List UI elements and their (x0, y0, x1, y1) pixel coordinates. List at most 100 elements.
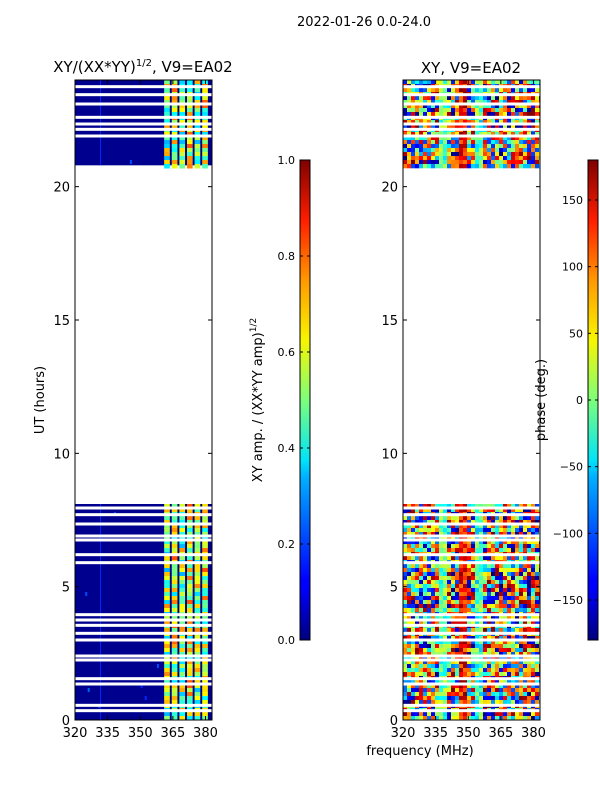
heatmap-cell (499, 124, 504, 129)
heatmap-cell (523, 684, 528, 689)
heatmap-cell (467, 712, 472, 717)
heatmap-cell (194, 600, 201, 605)
heatmap-cell (435, 104, 440, 109)
heatmap-cell (491, 568, 496, 573)
heatmap-cell (451, 516, 456, 521)
heatmap-cell (423, 568, 428, 573)
heatmap-cell (427, 644, 432, 649)
heatmap-cell (459, 652, 464, 657)
heatmap-cell (202, 144, 208, 149)
heatmap-cell (535, 592, 540, 597)
heatmap-cell (186, 572, 193, 577)
heatmap-cell (463, 712, 468, 717)
heatmap-cell (495, 604, 500, 609)
heatmap-cell (202, 524, 208, 529)
heatmap-cell (171, 576, 178, 581)
heatmap-cell (467, 572, 472, 577)
heatmap-cell (427, 564, 432, 569)
heatmap-cell (519, 700, 524, 705)
heatmap-cell (475, 656, 480, 661)
heatmap-cell (499, 680, 504, 685)
heatmap-cell (431, 556, 436, 561)
heatmap-cell (467, 640, 472, 645)
heatmap-cell (171, 688, 178, 693)
heatmap-cell (471, 124, 476, 129)
heatmap-cell (503, 636, 508, 641)
heatmap-cell (411, 600, 416, 605)
heatmap-cell (455, 716, 460, 720)
heatmap-cell (435, 148, 440, 153)
heatmap-cell (179, 504, 186, 509)
heatmap-cell (491, 124, 496, 129)
x-tick-label: 380 (521, 726, 546, 741)
heatmap-cell (455, 104, 460, 109)
heatmap-cell (411, 132, 416, 137)
heatmap-cell (439, 568, 444, 573)
heatmap-cell (527, 668, 532, 673)
heatmap-cell (423, 576, 428, 581)
heatmap-cell (459, 584, 464, 589)
heatmap-cell (186, 668, 193, 673)
heatmap-cell (164, 132, 170, 137)
heatmap-cell (483, 648, 488, 653)
heatmap-cell (495, 100, 500, 105)
heatmap-cell (463, 136, 468, 141)
heatmap-cell (419, 580, 424, 585)
heatmap-cell (435, 504, 440, 509)
heatmap-cell (503, 564, 508, 569)
heatmap-cell (471, 684, 476, 689)
heatmap-cell (419, 80, 424, 85)
heatmap-cell (455, 672, 460, 677)
heatmap-cell (487, 528, 492, 533)
heatmap-cell (479, 616, 484, 621)
heatmap-cell (443, 88, 448, 93)
heatmap-cell (186, 148, 193, 153)
heatmap-cell (415, 564, 420, 569)
heatmap-cell (499, 156, 504, 161)
heatmap-cell (527, 616, 532, 621)
heatmap-cell (507, 680, 512, 685)
heatmap-cell (487, 576, 492, 581)
heatmap-cell (411, 508, 416, 513)
heatmap-cell (527, 528, 532, 533)
heatmap-cell (186, 696, 193, 701)
heatmap-cell (435, 100, 440, 105)
heatmap-cell (499, 568, 504, 573)
heatmap-cell (194, 680, 201, 685)
heatmap-cell (415, 580, 420, 585)
heatmap-cell (451, 152, 456, 157)
heatmap-cell (403, 668, 408, 673)
heatmap-cell (419, 568, 424, 573)
heatmap-cell (411, 532, 416, 537)
heatmap-cell (447, 644, 452, 649)
heatmap-cell (403, 664, 408, 669)
heatmap-cell (194, 568, 201, 573)
heatmap-cell (202, 600, 208, 605)
heatmap-cell (186, 656, 193, 661)
heatmap-cell (491, 628, 496, 633)
heatmap-cell (467, 136, 472, 141)
heatmap-cell (186, 580, 193, 585)
heatmap-cell (403, 584, 408, 589)
heatmap-cell (535, 616, 540, 621)
heatmap-cell (427, 680, 432, 685)
heatmap-cell (447, 140, 452, 145)
heatmap-cell (487, 568, 492, 573)
heatmap-cell (171, 600, 178, 605)
heatmap-cell (423, 100, 428, 105)
heatmap-cell (439, 148, 444, 153)
heatmap-cell (527, 664, 532, 669)
heatmap-cell (403, 80, 408, 85)
heatmap-cell (443, 592, 448, 597)
heatmap-cell (427, 652, 432, 657)
heatmap-cell (471, 644, 476, 649)
heatmap-cell (403, 132, 408, 137)
heatmap-cell (447, 584, 452, 589)
heatmap-cell (479, 688, 484, 693)
heatmap-cell (455, 616, 460, 621)
heatmap-cell (483, 712, 488, 717)
heatmap-cell (463, 520, 468, 525)
heatmap-cell (407, 100, 412, 105)
heatmap-cell (495, 644, 500, 649)
heatmap-cell (171, 664, 178, 669)
